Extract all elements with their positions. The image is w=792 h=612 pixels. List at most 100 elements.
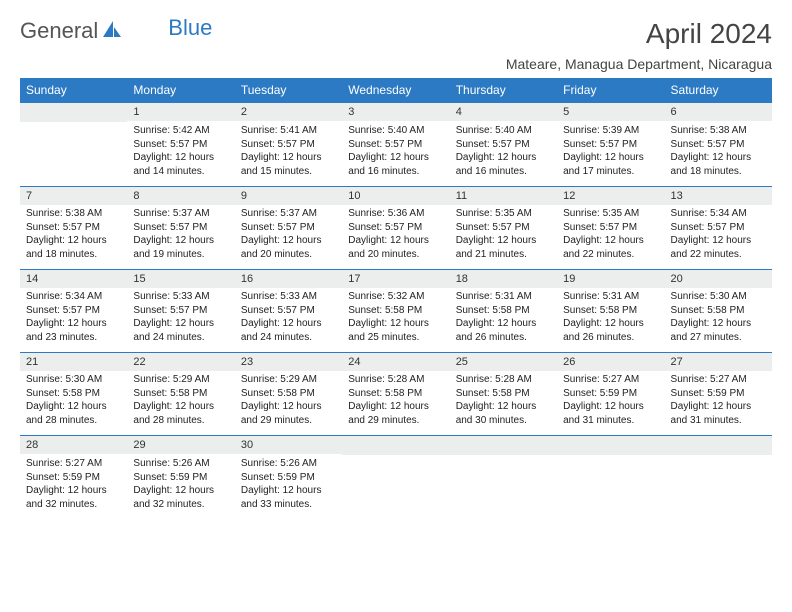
day-line: Sunrise: 5:39 AM bbox=[563, 124, 658, 138]
day-line: Sunset: 5:58 PM bbox=[456, 304, 551, 318]
calendar-table: Sunday Monday Tuesday Wednesday Thursday… bbox=[20, 78, 772, 519]
page-title: April 2024 bbox=[506, 18, 772, 50]
day-line: Daylight: 12 hours and 24 minutes. bbox=[133, 317, 228, 344]
day-details: Sunrise: 5:31 AMSunset: 5:58 PMDaylight:… bbox=[557, 288, 664, 352]
day-line: Daylight: 12 hours and 22 minutes. bbox=[671, 234, 766, 261]
day-number: 9 bbox=[235, 186, 342, 205]
day-line: Sunrise: 5:38 AM bbox=[671, 124, 766, 138]
day-line: Sunrise: 5:35 AM bbox=[456, 207, 551, 221]
day-line: Sunset: 5:57 PM bbox=[456, 138, 551, 152]
day-number: 26 bbox=[557, 352, 664, 371]
day-details: Sunrise: 5:29 AMSunset: 5:58 PMDaylight:… bbox=[127, 371, 234, 435]
day-line: Sunrise: 5:37 AM bbox=[133, 207, 228, 221]
header: General Blue April 2024 Mateare, Managua… bbox=[20, 18, 772, 72]
day-details: Sunrise: 5:27 AMSunset: 5:59 PMDaylight:… bbox=[557, 371, 664, 435]
day-line: Sunset: 5:57 PM bbox=[671, 221, 766, 235]
day-line: Sunset: 5:57 PM bbox=[241, 138, 336, 152]
day-line: Sunset: 5:57 PM bbox=[241, 304, 336, 318]
col-thursday: Thursday bbox=[450, 78, 557, 102]
day-details bbox=[20, 122, 127, 182]
day-line: Sunrise: 5:31 AM bbox=[456, 290, 551, 304]
week-number-row: 123456 bbox=[20, 102, 772, 122]
day-number: 17 bbox=[342, 269, 449, 288]
day-number: 24 bbox=[342, 352, 449, 371]
day-line: Sunset: 5:57 PM bbox=[348, 138, 443, 152]
day-line: Sunset: 5:59 PM bbox=[671, 387, 766, 401]
day-number: 22 bbox=[127, 352, 234, 371]
day-line: Sunrise: 5:31 AM bbox=[563, 290, 658, 304]
day-line: Sunrise: 5:28 AM bbox=[456, 373, 551, 387]
day-line: Daylight: 12 hours and 33 minutes. bbox=[241, 484, 336, 511]
day-number bbox=[342, 435, 449, 455]
day-number: 16 bbox=[235, 269, 342, 288]
day-line: Sunrise: 5:30 AM bbox=[671, 290, 766, 304]
day-line: Daylight: 12 hours and 32 minutes. bbox=[133, 484, 228, 511]
day-line: Sunrise: 5:40 AM bbox=[456, 124, 551, 138]
day-details: Sunrise: 5:35 AMSunset: 5:57 PMDaylight:… bbox=[557, 205, 664, 269]
week-body-row: Sunrise: 5:30 AMSunset: 5:58 PMDaylight:… bbox=[20, 371, 772, 435]
day-line: Daylight: 12 hours and 16 minutes. bbox=[456, 151, 551, 178]
day-number: 3 bbox=[342, 102, 449, 121]
day-line: Daylight: 12 hours and 26 minutes. bbox=[563, 317, 658, 344]
day-line: Sunset: 5:58 PM bbox=[241, 387, 336, 401]
day-line: Sunrise: 5:29 AM bbox=[241, 373, 336, 387]
day-details: Sunrise: 5:27 AMSunset: 5:59 PMDaylight:… bbox=[665, 371, 772, 435]
day-line: Sunset: 5:57 PM bbox=[241, 221, 336, 235]
day-number: 15 bbox=[127, 269, 234, 288]
day-line: Daylight: 12 hours and 20 minutes. bbox=[241, 234, 336, 261]
day-line: Sunrise: 5:26 AM bbox=[133, 457, 228, 471]
day-details: Sunrise: 5:26 AMSunset: 5:59 PMDaylight:… bbox=[127, 455, 234, 519]
day-line: Sunrise: 5:28 AM bbox=[348, 373, 443, 387]
day-line: Sunrise: 5:35 AM bbox=[563, 207, 658, 221]
day-line: Sunrise: 5:26 AM bbox=[241, 457, 336, 471]
logo-word1: General bbox=[20, 18, 98, 44]
day-number: 28 bbox=[20, 435, 127, 454]
day-line: Daylight: 12 hours and 31 minutes. bbox=[563, 400, 658, 427]
day-line: Sunrise: 5:41 AM bbox=[241, 124, 336, 138]
week-body-row: Sunrise: 5:42 AMSunset: 5:57 PMDaylight:… bbox=[20, 122, 772, 186]
day-line: Sunrise: 5:34 AM bbox=[26, 290, 121, 304]
day-line: Daylight: 12 hours and 24 minutes. bbox=[241, 317, 336, 344]
day-number: 11 bbox=[450, 186, 557, 205]
day-line: Sunset: 5:57 PM bbox=[133, 221, 228, 235]
day-line: Daylight: 12 hours and 17 minutes. bbox=[563, 151, 658, 178]
day-details: Sunrise: 5:36 AMSunset: 5:57 PMDaylight:… bbox=[342, 205, 449, 269]
logo-word2: Blue bbox=[168, 15, 212, 41]
day-line: Daylight: 12 hours and 22 minutes. bbox=[563, 234, 658, 261]
day-line: Sunrise: 5:37 AM bbox=[241, 207, 336, 221]
day-line: Sunrise: 5:38 AM bbox=[26, 207, 121, 221]
day-number: 12 bbox=[557, 186, 664, 205]
day-line: Daylight: 12 hours and 27 minutes. bbox=[671, 317, 766, 344]
day-line: Sunset: 5:58 PM bbox=[26, 387, 121, 401]
day-details bbox=[557, 455, 664, 515]
title-block: April 2024 Mateare, Managua Department, … bbox=[506, 18, 772, 72]
col-tuesday: Tuesday bbox=[235, 78, 342, 102]
day-line: Daylight: 12 hours and 31 minutes. bbox=[671, 400, 766, 427]
day-details: Sunrise: 5:34 AMSunset: 5:57 PMDaylight:… bbox=[665, 205, 772, 269]
week-number-row: 14151617181920 bbox=[20, 269, 772, 288]
day-line: Sunrise: 5:27 AM bbox=[563, 373, 658, 387]
day-line: Daylight: 12 hours and 19 minutes. bbox=[133, 234, 228, 261]
day-number: 19 bbox=[557, 269, 664, 288]
day-number: 7 bbox=[20, 186, 127, 205]
day-details: Sunrise: 5:40 AMSunset: 5:57 PMDaylight:… bbox=[342, 122, 449, 186]
day-number: 23 bbox=[235, 352, 342, 371]
day-line: Daylight: 12 hours and 29 minutes. bbox=[348, 400, 443, 427]
day-details: Sunrise: 5:27 AMSunset: 5:59 PMDaylight:… bbox=[20, 455, 127, 519]
day-line: Sunset: 5:59 PM bbox=[26, 471, 121, 485]
day-number: 14 bbox=[20, 269, 127, 288]
day-details: Sunrise: 5:37 AMSunset: 5:57 PMDaylight:… bbox=[127, 205, 234, 269]
day-line: Daylight: 12 hours and 32 minutes. bbox=[26, 484, 121, 511]
day-line: Sunrise: 5:27 AM bbox=[26, 457, 121, 471]
day-line: Daylight: 12 hours and 28 minutes. bbox=[26, 400, 121, 427]
day-line: Daylight: 12 hours and 18 minutes. bbox=[26, 234, 121, 261]
day-number: 8 bbox=[127, 186, 234, 205]
day-number: 6 bbox=[665, 102, 772, 121]
day-number bbox=[20, 102, 127, 122]
week-number-row: 21222324252627 bbox=[20, 352, 772, 371]
day-details: Sunrise: 5:31 AMSunset: 5:58 PMDaylight:… bbox=[450, 288, 557, 352]
day-number bbox=[665, 435, 772, 455]
col-saturday: Saturday bbox=[665, 78, 772, 102]
day-number: 2 bbox=[235, 102, 342, 121]
col-sunday: Sunday bbox=[20, 78, 127, 102]
